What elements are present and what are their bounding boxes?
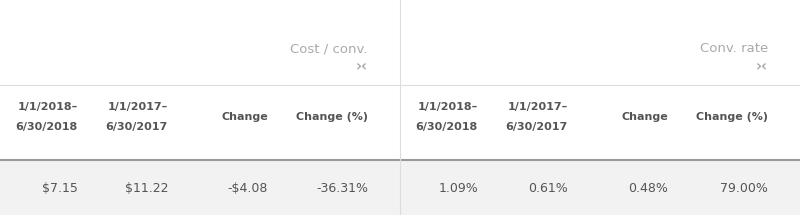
Text: -36.31%: -36.31% <box>316 181 368 195</box>
Text: Change (%): Change (%) <box>296 112 368 122</box>
Text: 6/30/2018: 6/30/2018 <box>416 122 478 132</box>
Text: Change (%): Change (%) <box>696 112 768 122</box>
Text: 0.61%: 0.61% <box>528 181 568 195</box>
Bar <box>0 0 800 160</box>
Text: 6/30/2017: 6/30/2017 <box>506 122 568 132</box>
Text: -$4.08: -$4.08 <box>228 181 268 195</box>
Text: 1/1/2017–: 1/1/2017– <box>108 102 168 112</box>
Text: 6/30/2017: 6/30/2017 <box>106 122 168 132</box>
Bar <box>0 160 800 215</box>
Text: 0.48%: 0.48% <box>628 181 668 195</box>
Text: 1.09%: 1.09% <box>438 181 478 195</box>
Text: ›‹: ›‹ <box>356 60 368 75</box>
Text: $11.22: $11.22 <box>125 181 168 195</box>
Text: 1/1/2017–: 1/1/2017– <box>508 102 568 112</box>
Text: ›‹: ›‹ <box>756 60 768 75</box>
Text: 1/1/2018–: 1/1/2018– <box>18 102 78 112</box>
Text: $7.15: $7.15 <box>42 181 78 195</box>
Text: Change: Change <box>622 112 668 122</box>
Text: 6/30/2018: 6/30/2018 <box>16 122 78 132</box>
Text: Conv. rate: Conv. rate <box>700 43 768 55</box>
Text: 79.00%: 79.00% <box>720 181 768 195</box>
Text: Cost / conv.: Cost / conv. <box>290 43 368 55</box>
Text: 1/1/2018–: 1/1/2018– <box>418 102 478 112</box>
Text: Change: Change <box>222 112 268 122</box>
